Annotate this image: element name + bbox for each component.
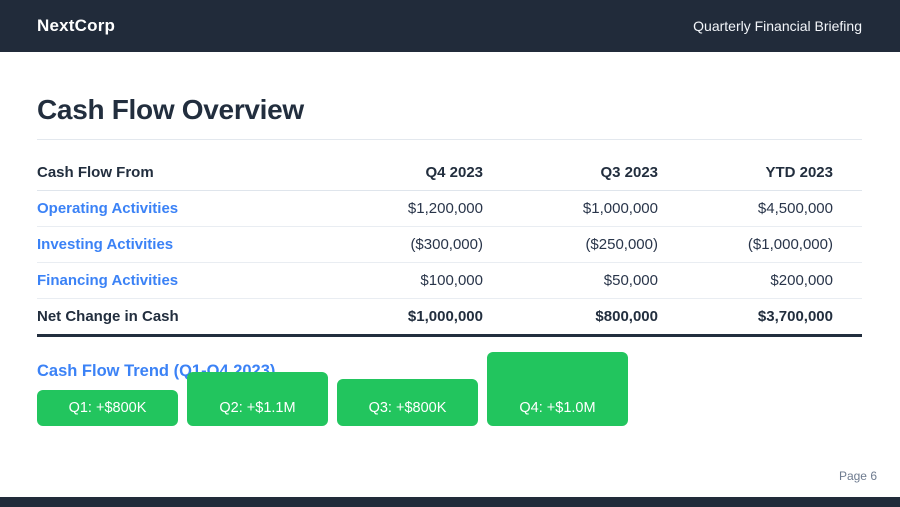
trend-bar-q3-label: Q3: +$800K xyxy=(368,400,447,416)
table-row-financing: Financing Activities $100,000 $50,000 $2… xyxy=(37,262,862,299)
table-row-operating: Operating Activities $1,200,000 $1,000,0… xyxy=(37,190,862,227)
page-number: Page 6 xyxy=(838,469,877,483)
table-row-investing: Investing Activities ($300,000) ($250,00… xyxy=(37,226,862,263)
operating-activities-link[interactable]: Operating Activities xyxy=(37,200,179,217)
financing-activities-link[interactable]: Financing Activities xyxy=(37,272,179,289)
trend-bar-q2-label: Q2: +$1.1M xyxy=(219,400,296,416)
investing-activities-link[interactable]: Investing Activities xyxy=(37,236,174,253)
operating-q3-value: $1,000,000 xyxy=(512,190,687,227)
header-subtitle: Quarterly Financial Briefing xyxy=(693,18,862,34)
page-title: Cash Flow Overview xyxy=(37,94,304,125)
financing-ytd-value: $200,000 xyxy=(687,262,862,299)
column-header-q3: Q3 2023 xyxy=(512,154,687,191)
operating-ytd-value: $4,500,000 xyxy=(687,190,862,227)
trend-bar-q4-label: Q4: +$1.0M xyxy=(519,400,596,416)
column-header-label: Cash Flow From xyxy=(37,154,337,191)
financing-q3-value: $50,000 xyxy=(512,262,687,299)
brand-logo: NextCorp xyxy=(37,16,116,35)
net-change-label: Net Change in Cash xyxy=(37,298,337,337)
operating-q4-value: $1,200,000 xyxy=(337,190,512,227)
title-divider xyxy=(37,139,862,140)
trend-bar-q4: Q4: +$1.0M xyxy=(487,352,628,426)
investing-ytd-value: ($1,000,000) xyxy=(687,226,862,263)
column-header-ytd: YTD 2023 xyxy=(687,154,862,191)
table-row-net-change: Net Change in Cash $1,000,000 $800,000 $… xyxy=(37,298,862,337)
table-header-row: Cash Flow From Q4 2023 Q3 2023 YTD 2023 xyxy=(37,154,862,191)
trend-section: Cash Flow Trend (Q1-Q4 2023) Q1: +$800K … xyxy=(37,352,862,426)
trend-bar-q1: Q1: +$800K xyxy=(37,390,178,426)
net-change-q3-value: $800,000 xyxy=(512,298,687,337)
net-change-q4-value: $1,000,000 xyxy=(337,298,512,337)
trend-bar-q1-label: Q1: +$800K xyxy=(68,400,147,416)
top-bar: NextCorp Quarterly Financial Briefing xyxy=(0,0,900,52)
slide-content: Cash Flow Overview Cash Flow From Q4 202… xyxy=(0,94,900,426)
financing-q4-value: $100,000 xyxy=(337,262,512,299)
trend-bar-q3: Q3: +$800K xyxy=(337,379,478,426)
column-header-q4: Q4 2023 xyxy=(337,154,512,191)
trend-bar-q2: Q2: +$1.1M xyxy=(187,372,328,426)
bottom-bar xyxy=(0,497,900,507)
investing-q3-value: ($250,000) xyxy=(512,226,687,263)
cash-flow-table: Cash Flow From Q4 2023 Q3 2023 YTD 2023 … xyxy=(37,154,862,337)
net-change-ytd-value: $3,700,000 xyxy=(687,298,862,337)
investing-q4-value: ($300,000) xyxy=(337,226,512,263)
